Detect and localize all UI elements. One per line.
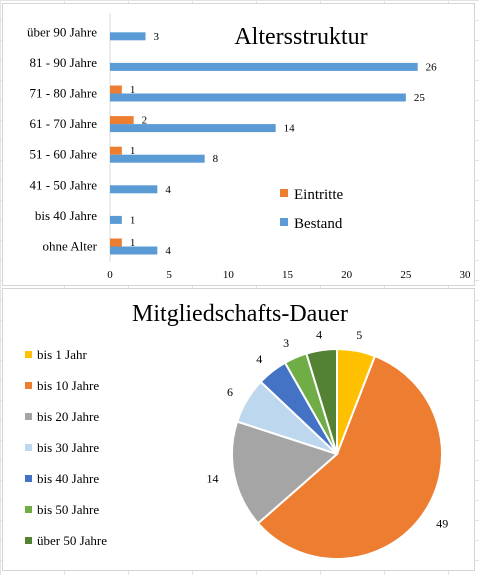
legend-label: bis 30 Jahre	[37, 440, 99, 455]
altersstruktur-chart[interactable]: über 90 Jahre 81 - 90 Jahre 71 - 80 Jahre 6…	[2, 3, 475, 286]
data-label-bestand: 26	[426, 61, 438, 73]
bar-bestand	[110, 154, 205, 163]
legend-swatch	[25, 444, 32, 451]
data-label-bestand: 14	[284, 123, 296, 135]
legend-label-eintritte: Eintritte	[294, 187, 343, 203]
category-label: 41 - 50 Jahre	[29, 177, 97, 192]
data-label-bestand: 8	[213, 153, 219, 165]
chart-title: Altersstruktur	[234, 24, 367, 50]
category-label: 51 - 60 Jahre	[29, 147, 97, 162]
x-tick-label: 5	[166, 269, 172, 281]
x-tick-label: 10	[223, 269, 235, 281]
legend-swatch-eintritte	[280, 189, 288, 197]
legend-swatch	[25, 537, 32, 544]
data-label-bestand: 4	[165, 184, 171, 196]
x-tick-label: 25	[400, 269, 412, 281]
legend-swatch	[25, 413, 32, 420]
category-label: über 90 Jahre	[27, 24, 97, 39]
mitgliedschafts-dauer-chart[interactable]: Mitgliedschafts-Dauer 5 49 14 6 4 3 4 bis 1 Jahr…	[2, 288, 475, 571]
bar-bestand	[110, 32, 146, 41]
pie-data-label: 4	[316, 327, 322, 341]
category-label: ohne Alter	[42, 239, 97, 254]
bar-bestand	[110, 215, 122, 224]
pie-data-label: 49	[436, 516, 448, 530]
data-label-eintritte: 1	[130, 145, 136, 157]
bar-bestand	[110, 124, 276, 133]
data-label-bestand: 1	[130, 214, 136, 226]
legend-label-bestand: Bestand	[294, 216, 343, 232]
bar-bestand	[110, 185, 158, 194]
pie-slice	[231, 420, 339, 525]
data-label-eintritte: 1	[130, 84, 136, 96]
legend-swatch	[25, 351, 32, 358]
category-label: 81 - 90 Jahre	[29, 55, 97, 70]
data-label-eintritte: 1	[130, 237, 136, 249]
legend-swatch	[25, 506, 32, 513]
category-label: bis 40 Jahre	[35, 208, 97, 223]
chart-title: Mitgliedschafts-Dauer	[132, 301, 348, 327]
pie-data-label: 4	[256, 352, 262, 366]
data-label-bestand: 3	[154, 31, 160, 43]
bar-bestand	[110, 62, 418, 71]
bar-eintritte	[110, 116, 134, 125]
legend-swatch-bestand	[280, 218, 288, 226]
pie-data-label: 6	[227, 385, 233, 399]
x-tick-label: 20	[341, 269, 353, 281]
pie-slice	[305, 347, 338, 455]
pie-slice	[256, 354, 443, 560]
bar-eintritte	[110, 238, 122, 247]
data-label-eintritte: 2	[142, 115, 148, 127]
data-label-bestand: 25	[414, 92, 426, 104]
data-label-bestand: 4	[165, 245, 171, 257]
legend-swatch	[25, 382, 32, 389]
mitgliedschafts-dauer-svg: Mitgliedschafts-Dauer 5 49 14 6 4 3 4 bis 1 Jahr…	[25, 301, 448, 560]
x-tick-label: 0	[107, 269, 113, 281]
bar-eintritte	[110, 146, 122, 155]
pie-data-label: 14	[206, 471, 218, 485]
legend-label: bis 1 Jahr	[37, 347, 88, 362]
altersstruktur-svg: über 90 Jahre 81 - 90 Jahre 71 - 80 Jahre 6…	[27, 13, 472, 281]
bar-bestand	[110, 93, 406, 102]
x-tick-label: 15	[282, 269, 294, 281]
legend-label: bis 10 Jahre	[37, 378, 99, 393]
legend-label: über 50 Jahre	[37, 533, 107, 548]
bar-eintritte	[110, 85, 122, 94]
x-tick-label: 30	[460, 269, 472, 281]
category-label: 61 - 70 Jahre	[29, 116, 97, 131]
pie-data-label: 3	[283, 336, 289, 350]
legend-label: bis 40 Jahre	[37, 471, 99, 486]
legend-label: bis 20 Jahre	[37, 409, 99, 424]
legend-label: bis 50 Jahre	[37, 502, 99, 517]
bar-bestand	[110, 246, 158, 255]
pie-data-label: 5	[356, 328, 362, 342]
legend-swatch	[25, 475, 32, 482]
category-label: 71 - 80 Jahre	[29, 86, 97, 101]
